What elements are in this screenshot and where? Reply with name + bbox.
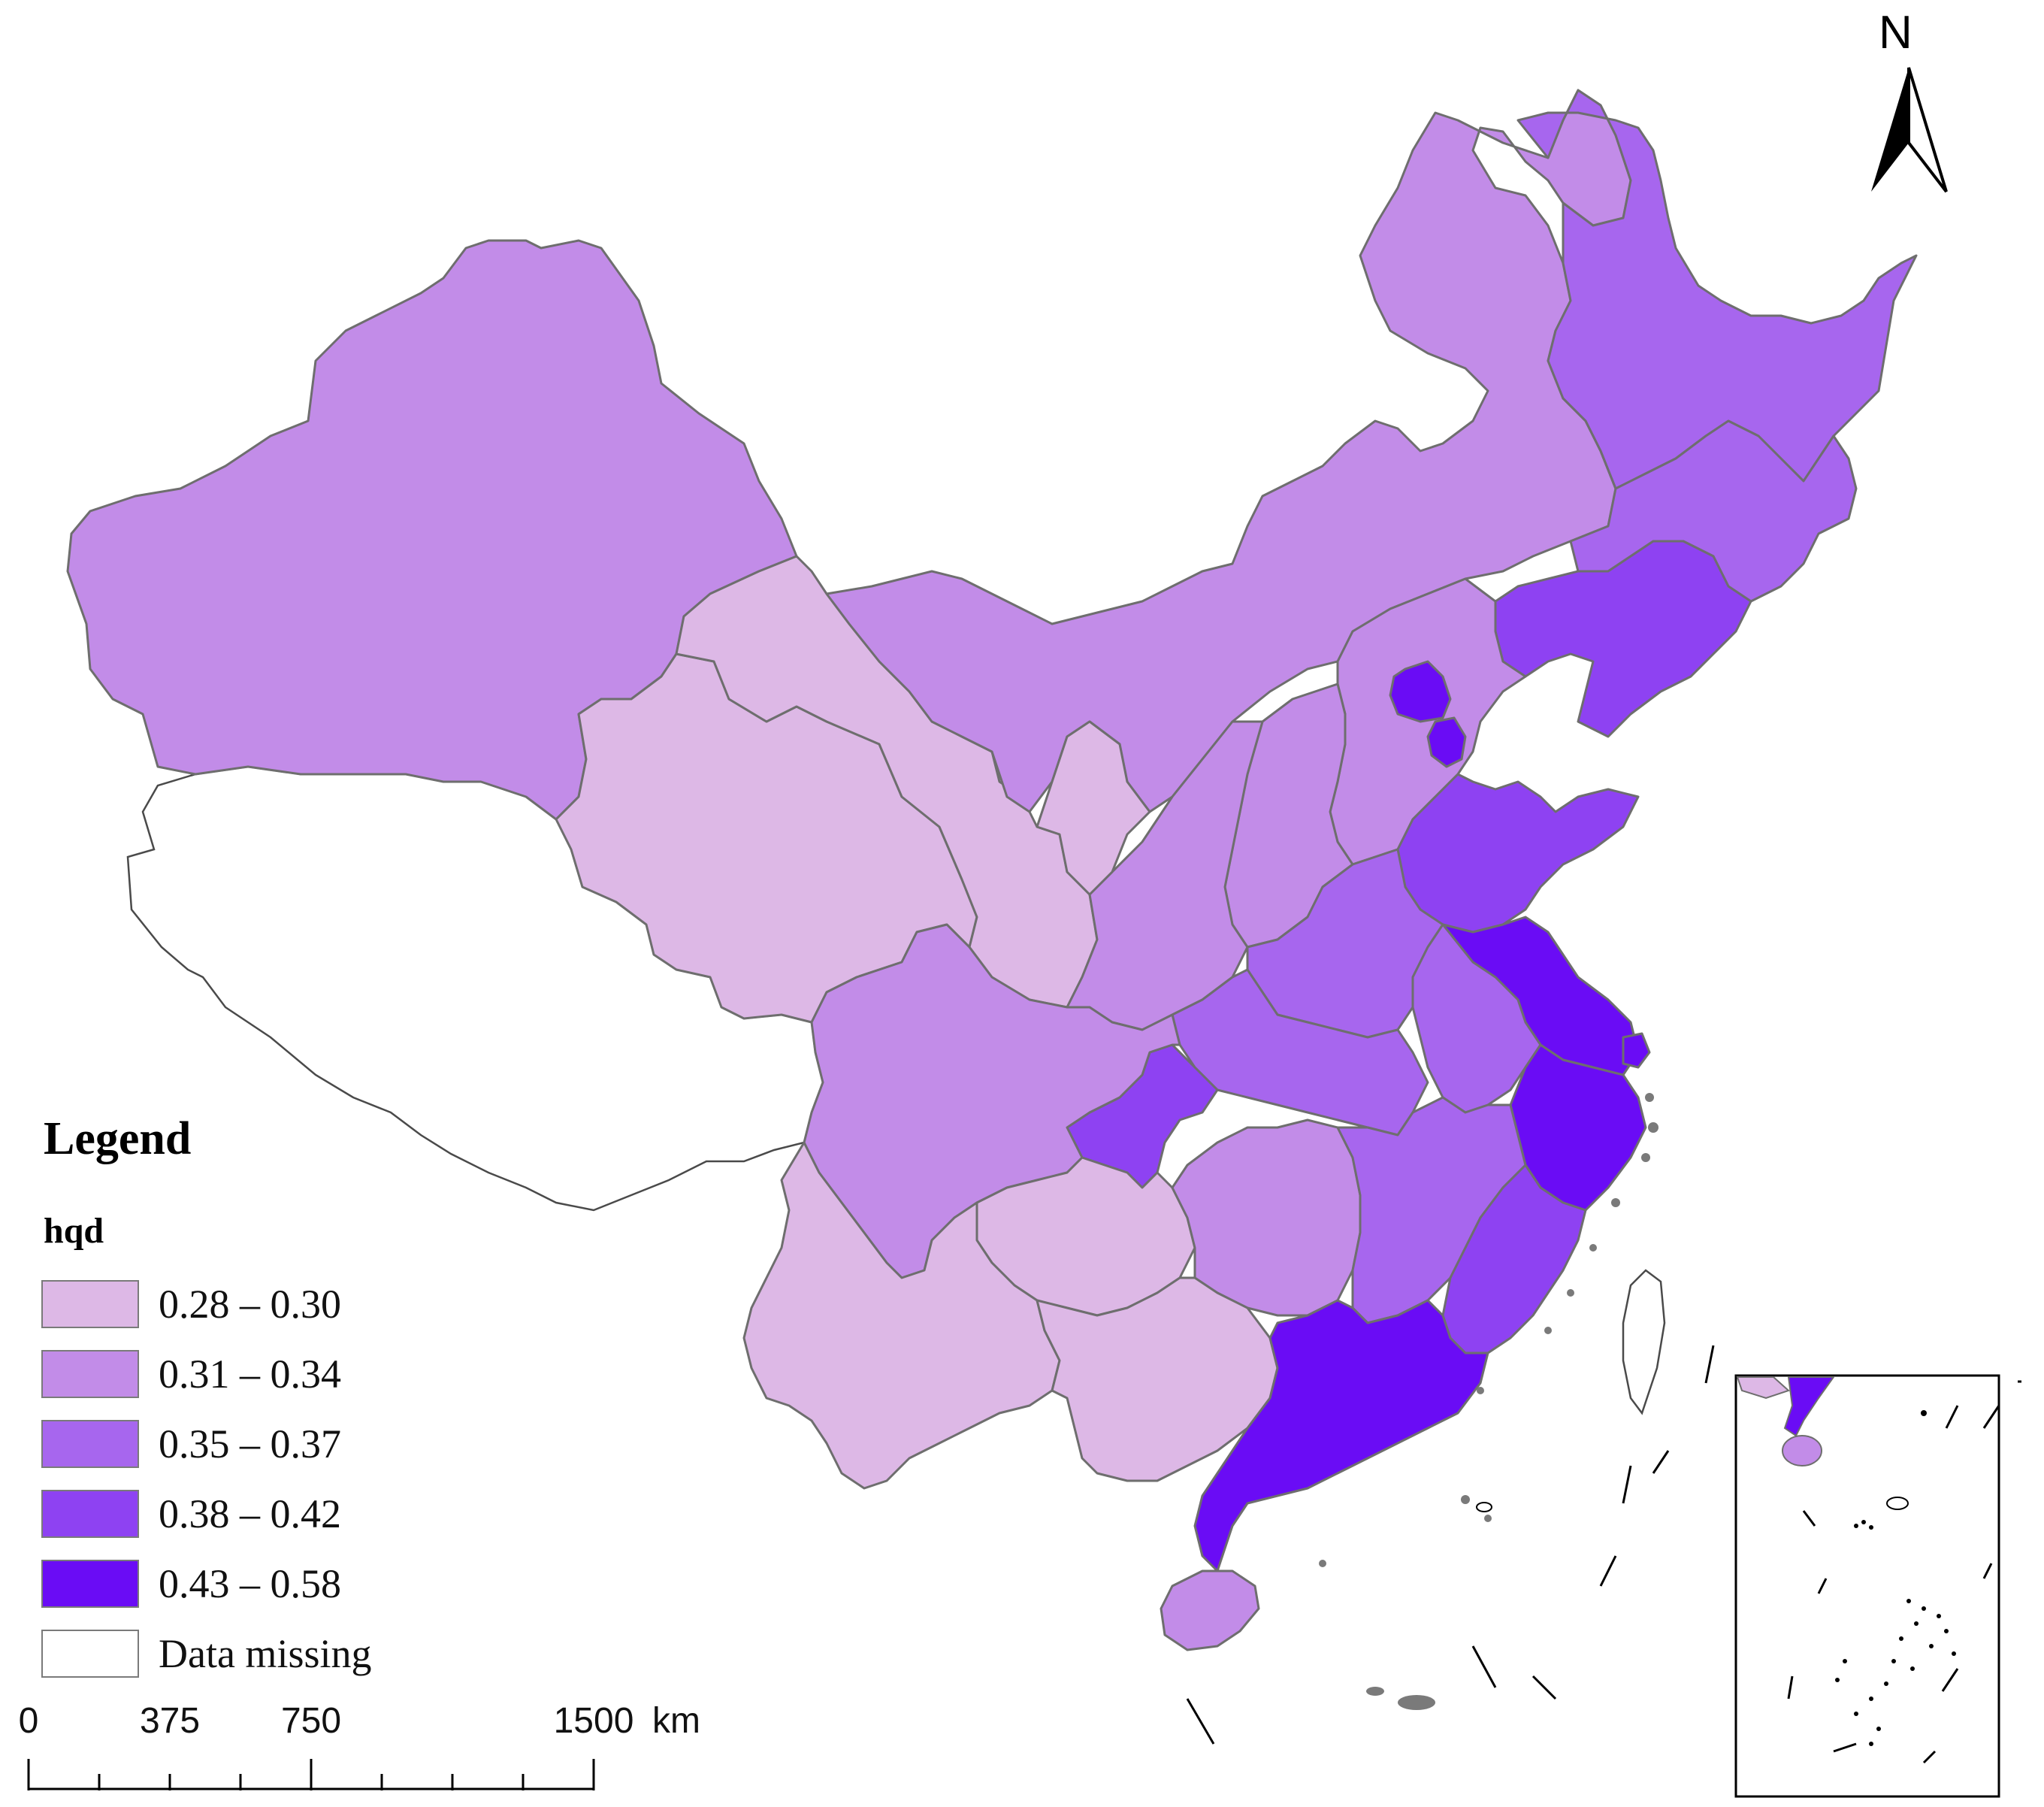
region-taiwan — [1622, 1269, 1666, 1415]
region-shandong — [1396, 773, 1640, 934]
scale-tick-label: 1500 — [553, 1701, 634, 1741]
legend-item: 0.38 – 0.42 — [41, 1488, 341, 1540]
legend-swatch — [41, 1420, 139, 1468]
scale-tick-label: 0 — [18, 1701, 39, 1741]
region-jilin — [1562, 397, 1858, 603]
legend-item: 0.35 – 0.37 — [41, 1418, 341, 1470]
region-shanghai — [1622, 1032, 1651, 1069]
region-beijing — [1389, 660, 1452, 723]
legend-label: 0.28 – 0.30 — [159, 1282, 341, 1327]
coastal-islands — [1319, 1093, 1658, 1710]
region-hubei — [1171, 968, 1429, 1137]
legend-item: 0.31 – 0.34 — [41, 1348, 341, 1400]
legend-swatch — [41, 1280, 139, 1328]
scale-bar — [27, 1759, 595, 1790]
south-sea-dashes — [1186, 1345, 1715, 1745]
south-sea-inset — [1734, 1374, 2021, 1798]
region-inner-mongolia — [825, 89, 1632, 813]
region-fujian — [1441, 1164, 1587, 1354]
region-hainan — [1160, 1569, 1260, 1651]
region-yunnan — [742, 1141, 1061, 1490]
legend-label: 0.35 – 0.37 — [159, 1421, 341, 1466]
legend-swatch — [41, 1630, 139, 1678]
legend-title: Legend — [44, 1113, 192, 1164]
legend-item: 0.43 – 0.58 — [41, 1557, 341, 1610]
region-guangdong — [1193, 1299, 1489, 1572]
region-tianjin — [1426, 716, 1467, 768]
north-label: N — [1879, 7, 1912, 59]
legend-swatch — [41, 1490, 139, 1538]
north-arrow-icon — [1871, 67, 1948, 193]
legend-swatch — [41, 1560, 139, 1608]
legend-item: 0.28 – 0.30 — [41, 1278, 341, 1330]
legend-item: Data missing — [41, 1627, 371, 1680]
scale-tick-label: 375 — [139, 1701, 201, 1741]
legend-label: 0.43 – 0.58 — [159, 1561, 341, 1606]
legend-label: Data missing — [159, 1631, 372, 1676]
legend-label: 0.38 – 0.42 — [159, 1491, 341, 1536]
scale-tick-label: 750 — [280, 1701, 342, 1741]
legend-field-name: hqd — [44, 1211, 104, 1251]
legend-label: 0.31 – 0.34 — [159, 1351, 341, 1397]
region-liaoning — [1494, 540, 1752, 738]
scale-unit-label: km — [652, 1701, 700, 1741]
legend-swatch — [41, 1350, 139, 1398]
region-ningxia — [1036, 720, 1151, 896]
